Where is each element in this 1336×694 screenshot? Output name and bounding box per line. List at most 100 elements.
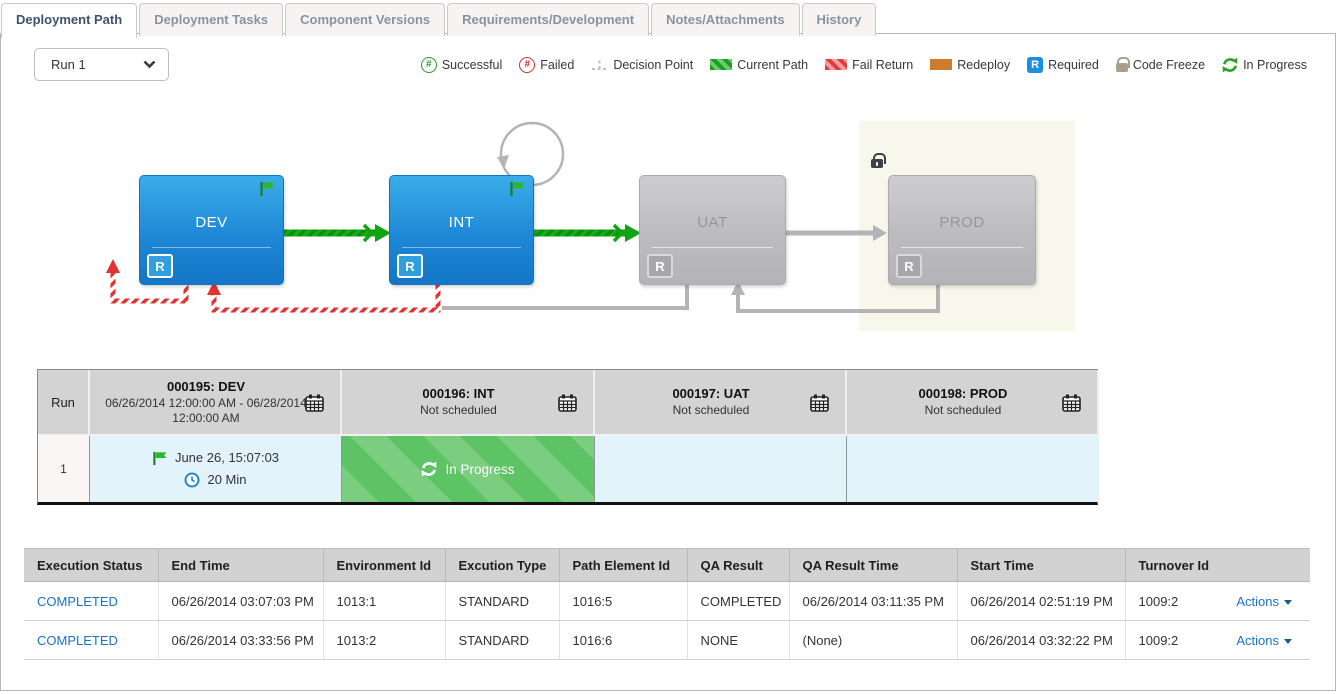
actions-menu-button[interactable]: Actions — [1236, 633, 1292, 648]
path-element-id-value: 1016:6 — [559, 620, 688, 660]
dev-start-time: June 26, 15:07:03 — [174, 450, 280, 465]
required-badge: R — [896, 254, 922, 278]
flag-icon — [260, 182, 275, 196]
run-selector[interactable]: Run 1 — [34, 48, 169, 81]
col-execution-type: Excution Type — [445, 548, 560, 582]
execution-type-value: STANDARD — [445, 620, 560, 660]
flag-icon — [510, 182, 525, 196]
legend-label: Fail Return — [852, 57, 914, 72]
qa-result-time-value: (None) — [789, 620, 958, 660]
node-divider — [652, 247, 773, 248]
end-time-value: 06/26/2014 03:07:03 PM — [158, 581, 324, 621]
calendar-icon[interactable] — [1062, 394, 1081, 412]
calendar-icon[interactable] — [810, 394, 829, 412]
fail-return-int-dev — [211, 285, 441, 313]
legend: # Successful # Failed Decision Point Cur… — [420, 56, 1307, 73]
calendar-icon[interactable] — [305, 394, 324, 412]
fail-return-uat-int — [442, 285, 689, 310]
legend-item-failed: # Failed — [519, 56, 575, 73]
run-schedule-table: Run 000195: DEV 06/26/2014 12:00:00 AM -… — [37, 369, 1099, 505]
env-schedule: Not scheduled — [672, 403, 750, 417]
fail-return-prod-uat — [736, 285, 940, 313]
tab-deployment-path[interactable]: Deployment Path — [1, 3, 138, 38]
col-qa-result: QA Result — [687, 548, 790, 582]
env-title: 000196: INT — [422, 386, 495, 401]
legend-item-successful: # Successful — [420, 56, 502, 73]
tab-notes-attachments[interactable]: Notes/Attachments — [651, 3, 800, 36]
env-schedule: 06/26/2014 12:00:00 AM - 06/28/2014 12:0… — [105, 395, 307, 425]
env-node-prod[interactable]: PROD R — [888, 175, 1036, 285]
tab-history[interactable]: History — [801, 3, 877, 36]
schedule-header-int: 000196: INT Not scheduled — [342, 370, 595, 436]
tab-requirements-development[interactable]: Requirements/Development — [447, 3, 650, 36]
code-freeze-lock-icon — [1115, 57, 1131, 72]
col-environment-id: Environment Id — [323, 548, 446, 582]
code-freeze-lock-icon — [871, 153, 886, 168]
env-node-int[interactable]: INT R — [389, 175, 534, 285]
environment-id-value: 1013:2 — [323, 620, 446, 660]
redeploy-icon — [930, 59, 953, 70]
path-connectors — [106, 121, 940, 313]
schedule-cell-dev: June 26, 15:07:03 20 Min — [90, 436, 342, 502]
required-icon: R — [1027, 56, 1044, 73]
legend-label: Required — [1048, 57, 1099, 72]
table-row: COMPLETED 06/26/2014 03:33:56 PM 1013:2 … — [24, 620, 1310, 660]
legend-item-current-path: Current Path — [710, 58, 808, 72]
legend-label: Redeploy — [957, 57, 1011, 72]
env-title: 000197: UAT — [672, 386, 750, 401]
qa-result-time-value: 06/26/2014 03:11:35 PM — [789, 581, 958, 621]
chevron-down-icon — [1284, 638, 1292, 644]
execution-status-link[interactable]: COMPLETED — [37, 593, 118, 609]
legend-item-required: R Required — [1027, 56, 1099, 73]
toolbar: Run 1 # Successful # Failed — [1, 34, 1335, 81]
env-schedule: Not scheduled — [924, 403, 1002, 417]
schedule-header-uat: 000197: UAT Not scheduled — [595, 370, 847, 436]
execution-status-link[interactable]: COMPLETED — [37, 632, 118, 648]
env-title: 000198: PROD — [918, 386, 1008, 401]
calendar-icon[interactable] — [558, 394, 577, 412]
start-time-value: 06/26/2014 03:32:22 PM — [957, 620, 1126, 660]
main-panel: Run 1 # Successful # Failed — [0, 33, 1336, 691]
env-schedule: Not scheduled — [420, 403, 497, 417]
turnover-id-value: 1009:2 — [1125, 581, 1213, 621]
tab-component-versions[interactable]: Component Versions — [285, 3, 446, 36]
schedule-run-number: 1 — [38, 436, 90, 502]
legend-item-in-progress: In Progress — [1222, 57, 1307, 73]
col-end-time: End Time — [158, 548, 324, 582]
flag-icon — [153, 451, 167, 465]
execution-details-table: Execution Status End Time Environment Id… — [24, 548, 1310, 660]
legend-label: Decision Point — [613, 57, 694, 72]
table-row: COMPLETED 06/26/2014 03:07:03 PM 1013:1 … — [24, 581, 1310, 621]
environment-id-value: 1013:1 — [323, 581, 446, 621]
qa-result-value: NONE — [687, 620, 790, 660]
int-redeploy-arrowhead — [497, 155, 509, 169]
node-divider — [152, 247, 271, 248]
env-node-uat[interactable]: UAT R — [639, 175, 786, 285]
node-label: UAT — [697, 214, 728, 231]
required-badge: R — [647, 254, 673, 278]
actions-menu-button[interactable]: Actions — [1236, 594, 1292, 609]
legend-item-fail-return: Fail Return — [825, 58, 913, 72]
dev-duration: 20 Min — [207, 472, 247, 487]
legend-label: In Progress — [1243, 57, 1307, 72]
env-node-dev[interactable]: DEV R — [139, 175, 284, 285]
tab-bar: Deployment Path Deployment Tasks Compone… — [1, 3, 878, 38]
node-divider — [901, 247, 1023, 248]
legend-item-decision-point: Decision Point — [591, 58, 693, 72]
current-path-icon — [710, 59, 733, 70]
clock-icon — [184, 472, 200, 488]
end-time-value: 06/26/2014 03:33:56 PM — [158, 620, 324, 660]
legend-label: Failed — [540, 57, 575, 72]
col-start-time: Start Time — [957, 548, 1126, 582]
legend-label: Current Path — [737, 57, 809, 72]
fail-return-dev-dev — [110, 272, 189, 304]
tab-deployment-tasks[interactable]: Deployment Tasks — [139, 3, 284, 36]
start-time-value: 06/26/2014 02:51:19 PM — [957, 581, 1126, 621]
successful-icon: # — [420, 56, 437, 73]
chevron-down-icon — [1284, 599, 1292, 605]
schedule-header-dev: 000195: DEV 06/26/2014 12:00:00 AM - 06/… — [90, 370, 342, 436]
legend-label: Code Freeze — [1132, 57, 1206, 72]
legend-item-redeploy: Redeploy — [930, 58, 1010, 72]
node-label: PROD — [939, 214, 985, 231]
